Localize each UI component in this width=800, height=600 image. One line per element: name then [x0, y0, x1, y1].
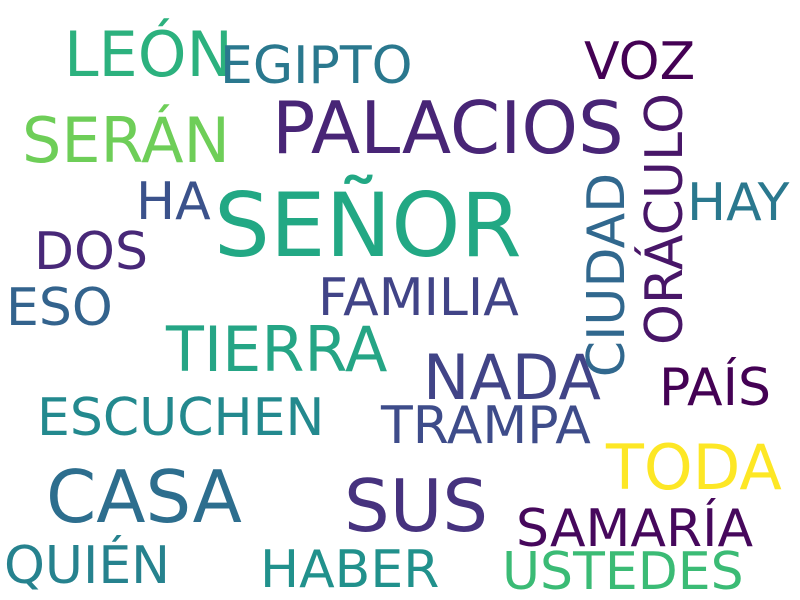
word-ha: HA [136, 172, 211, 232]
word-leon: LEÓN [64, 18, 233, 91]
word-quien: QUIÉN [4, 536, 171, 596]
word-haber: HABER [260, 540, 440, 600]
word-ciudad: CIUDAD [577, 172, 637, 378]
word-samaria: SAMARÍA [516, 499, 754, 559]
word-nada: NADA [423, 341, 601, 414]
word-voz: VOZ [584, 32, 696, 92]
word-tierra: TIERRA [166, 313, 388, 386]
word-dos: DOS [34, 222, 148, 282]
word-ustedes: USTEDES [502, 542, 744, 600]
word-eso: ESO [6, 278, 113, 338]
word-senor: SEÑOR [214, 174, 522, 277]
word-pais: PAÍS [659, 358, 771, 418]
word-oraculo: ORÁCULO [635, 92, 695, 346]
word-hay: HAY [687, 173, 790, 233]
word-palacios: PALACIOS [272, 86, 624, 170]
word-toda: TODA [606, 431, 782, 504]
word-escuchen: ESCUCHEN [37, 388, 325, 448]
word-egipto: EGIPTO [220, 36, 413, 96]
word-familia: FAMILIA [318, 268, 519, 328]
word-seran: SERÁN [22, 104, 230, 177]
word-trampa: TRAMPA [381, 396, 591, 456]
word-sus: SUS [344, 464, 489, 548]
word-casa: CASA [46, 455, 242, 539]
